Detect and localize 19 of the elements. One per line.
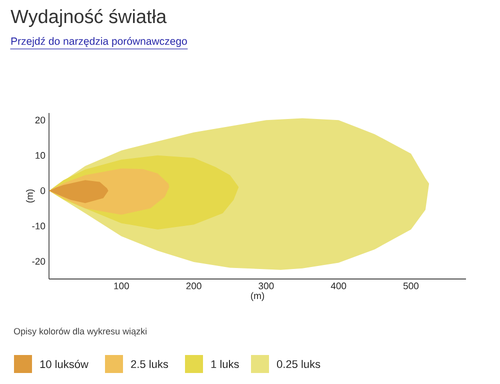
chart-title: Wydajność światła bbox=[10, 9, 167, 27]
legend-label: 1 luks bbox=[211, 360, 239, 368]
legend-label: 0.25 luks bbox=[276, 360, 320, 368]
chart-subtitle: Przejdź do narzędzia porównawczego bbox=[11, 37, 187, 47]
x-tick-label: 300 bbox=[258, 282, 274, 290]
x-tick-label: 200 bbox=[186, 282, 202, 290]
x-tick-label: 100 bbox=[114, 282, 129, 290]
x-tick-label: 500 bbox=[403, 282, 419, 290]
x-axis-title: (m) bbox=[250, 292, 264, 301]
y-tick-label: -20 bbox=[32, 258, 46, 265]
y-tick-label: 0 bbox=[40, 187, 46, 194]
legend-label: 10 luksów bbox=[40, 360, 88, 368]
y-tick-label: 10 bbox=[36, 152, 46, 159]
legend-label: 2.5 luks bbox=[131, 360, 168, 368]
y-axis-title: (m) bbox=[26, 189, 35, 203]
x-tick-label: 400 bbox=[330, 282, 346, 290]
y-tick-label: -10 bbox=[32, 222, 46, 230]
legend-title: Opisy kolorów dla wykresu wiązki bbox=[14, 328, 146, 336]
y-tick-label: 20 bbox=[35, 116, 46, 124]
